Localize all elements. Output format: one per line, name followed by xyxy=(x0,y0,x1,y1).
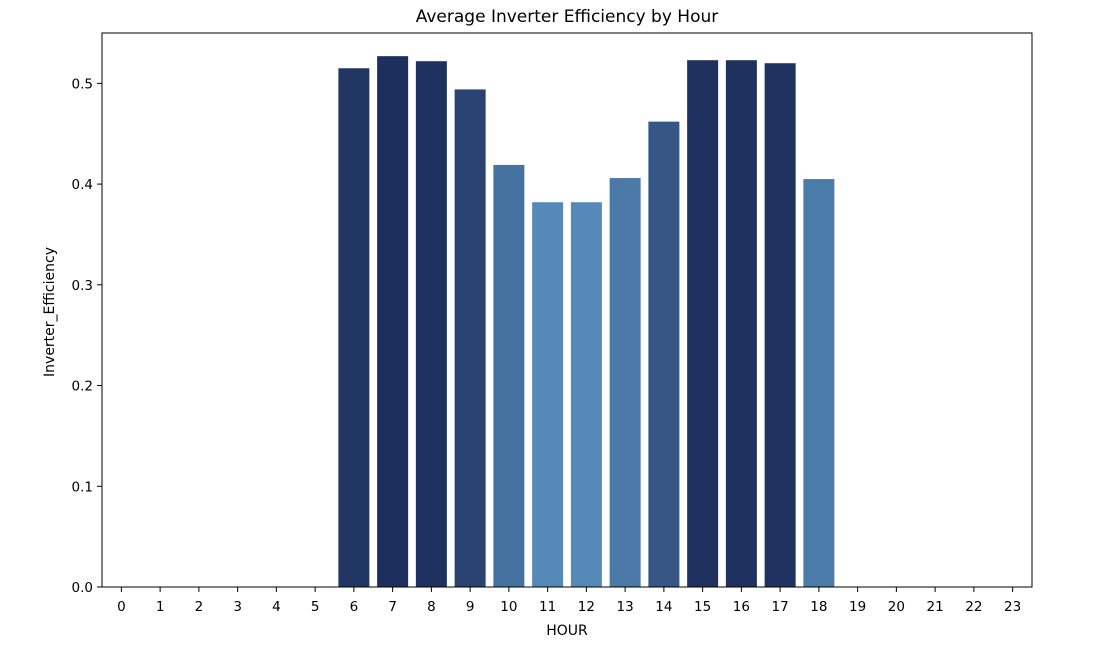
bar-hour-16 xyxy=(725,60,757,587)
x-tick-label: 0 xyxy=(117,599,126,615)
y-axis: 0.0 0.1 0.2 0.3 0.4 0.5 xyxy=(72,76,102,596)
x-tick-label: 5 xyxy=(311,599,320,615)
x-tick-label: 8 xyxy=(427,599,436,615)
x-tick-label: 21 xyxy=(927,599,944,615)
x-tick-label: 18 xyxy=(810,599,827,615)
x-tick-label: 14 xyxy=(655,599,672,615)
y-tick-label: 0.2 xyxy=(72,379,93,395)
bar-hour-14 xyxy=(648,121,680,587)
bar-hour-9 xyxy=(454,89,486,587)
bar-hour-11 xyxy=(532,202,564,587)
x-tick-label: 15 xyxy=(694,599,711,615)
x-tick-label: 20 xyxy=(888,599,905,615)
x-tick-label: 16 xyxy=(733,599,750,615)
x-tick-label: 9 xyxy=(466,599,475,615)
x-tick-label: 22 xyxy=(965,599,982,615)
x-tick-label: 7 xyxy=(388,599,397,615)
bar-hour-6 xyxy=(338,68,370,587)
x-tick-label: 6 xyxy=(350,599,359,615)
bars-group xyxy=(338,56,835,588)
y-tick-label: 0.5 xyxy=(72,76,93,92)
y-tick-label: 0.3 xyxy=(72,278,93,294)
bar-hour-12 xyxy=(570,202,602,587)
x-tick-label: 4 xyxy=(272,599,281,615)
bar-hour-10 xyxy=(493,164,525,587)
x-axis-label: HOUR xyxy=(546,623,588,639)
bar-hour-13 xyxy=(609,178,641,588)
x-tick-label: 3 xyxy=(233,599,242,615)
y-tick-label: 0.4 xyxy=(72,177,93,193)
bar-hour-15 xyxy=(687,60,719,587)
axes-frame xyxy=(101,32,1033,588)
bar-hour-17 xyxy=(764,63,796,588)
x-tick-label: 1 xyxy=(156,599,165,615)
x-tick-label: 11 xyxy=(539,599,556,615)
x-axis: 0 1 2 3 4 5 6 7 8 9 10 11 12 13 14 15 16 17 18 19 20 21 22 23 xyxy=(117,587,1021,615)
y-axis-label: Inverter_Efficiency xyxy=(42,247,58,377)
x-tick-label: 13 xyxy=(617,599,634,615)
x-tick-label: 10 xyxy=(500,599,517,615)
bar-hour-7 xyxy=(377,56,409,588)
x-tick-label: 19 xyxy=(849,599,866,615)
bar-hour-8 xyxy=(415,61,447,587)
y-tick-label: 0.1 xyxy=(72,479,93,495)
x-tick-label: 2 xyxy=(195,599,204,615)
bar-hour-18 xyxy=(803,179,835,588)
y-tick-label: 0.0 xyxy=(72,580,93,596)
x-tick-label: 12 xyxy=(578,599,595,615)
x-tick-label: 23 xyxy=(1004,599,1021,615)
chart-title: Average Inverter Efficiency by Hour xyxy=(416,7,719,27)
x-tick-label: 17 xyxy=(772,599,789,615)
